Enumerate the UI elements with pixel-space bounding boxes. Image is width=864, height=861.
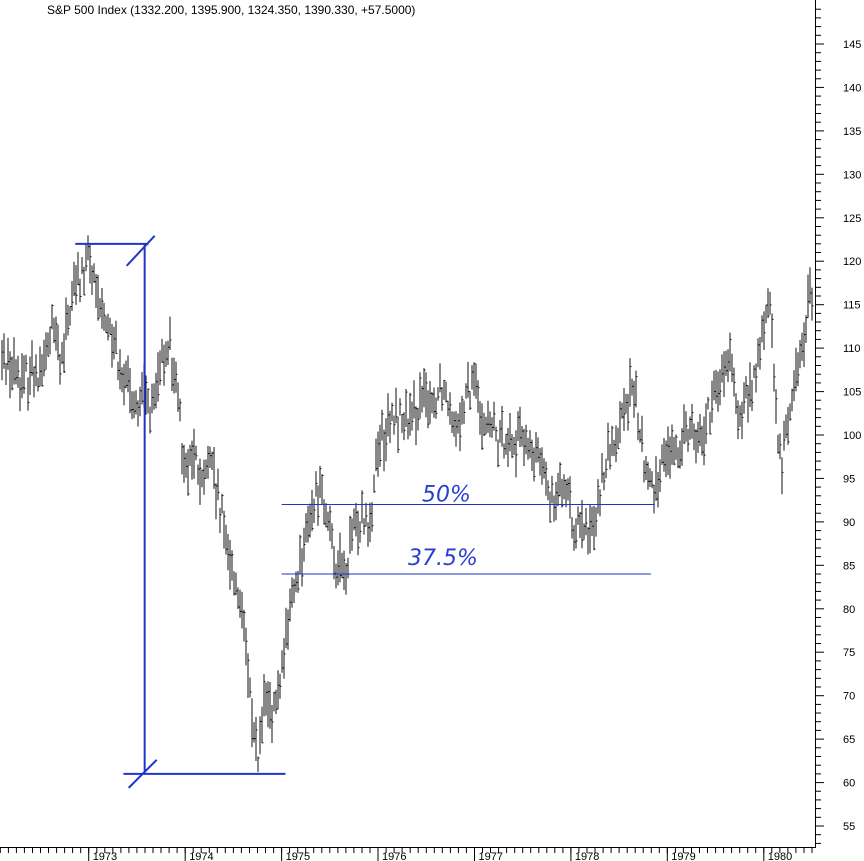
- y-tick-label: 115: [843, 300, 861, 312]
- y-tick-label: 85: [843, 560, 855, 572]
- x-tick-label: 1980: [768, 851, 792, 861]
- retracement-label-37-5: 37.5%: [408, 546, 478, 571]
- y-tick-label: 70: [843, 691, 855, 703]
- y-tick-label: 65: [843, 734, 855, 746]
- y-tick-label: 130: [843, 169, 861, 181]
- x-tick-label: 1974: [189, 851, 213, 861]
- y-tick-label: 60: [843, 778, 855, 790]
- low-corner-mark: [127, 759, 158, 789]
- y-tick-label: 105: [843, 387, 861, 399]
- y-tick-label: 145: [843, 39, 861, 51]
- y-tick-label: 90: [843, 517, 855, 529]
- x-tick-label: 1979: [671, 851, 695, 861]
- y-tick-label: 55: [843, 821, 855, 833]
- price-bars: [1, 235, 814, 773]
- chart-title: S&P 500 Index (1332.200, 1395.900, 1324.…: [47, 3, 415, 17]
- retracement-label-50: 50%: [422, 483, 471, 508]
- y-axis: 55 60 65 70 75 80 85 90 95 100 105 110 115 120 125 130 1…: [815, 0, 861, 847]
- x-tick-label: 1978: [575, 851, 599, 861]
- y-tick-label: 135: [843, 126, 861, 138]
- x-tick-label: 1975: [286, 851, 310, 861]
- x-tick-label: 1973: [93, 851, 117, 861]
- y-tick-label: 80: [843, 604, 855, 616]
- high-corner-mark: [125, 235, 156, 267]
- y-tick-label: 140: [843, 82, 861, 94]
- x-tick-label: 1977: [479, 851, 503, 861]
- annotations: 50% 37.5%: [75, 235, 655, 789]
- x-axis: 1973 1974 1975 1976 1977 1978 1979 1980: [0, 847, 816, 861]
- y-tick-label: 120: [843, 256, 861, 268]
- y-tick-label: 75: [843, 647, 855, 659]
- x-tick-label: 1976: [382, 851, 406, 861]
- y-tick-label: 125: [843, 213, 861, 225]
- y-tick-label: 95: [843, 473, 855, 485]
- y-tick-label: 100: [843, 430, 861, 442]
- y-tick-label: 110: [843, 343, 861, 355]
